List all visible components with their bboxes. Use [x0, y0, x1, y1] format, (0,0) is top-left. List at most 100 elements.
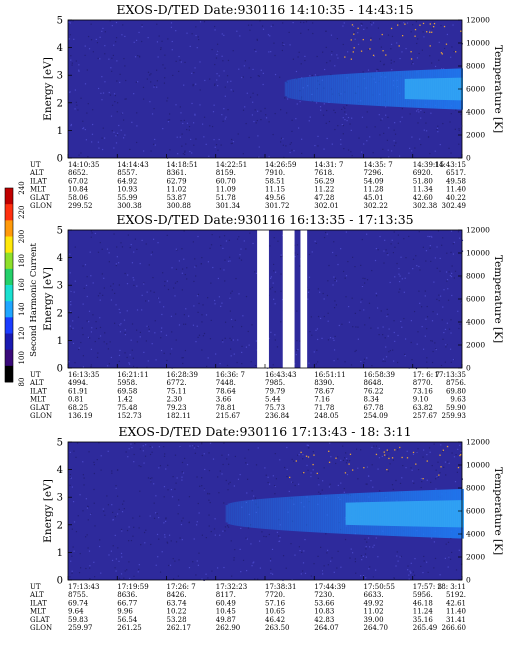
noise-speck: [224, 530, 226, 532]
noise-speck: [109, 341, 111, 343]
orbit-row-label: MLT: [30, 396, 46, 404]
noise-speck: [367, 475, 370, 477]
y2-tick-label: 10000: [466, 39, 490, 48]
noise-speck: [148, 264, 150, 266]
noise-speck: [96, 42, 99, 44]
band-column: [327, 494, 330, 534]
band-column: [237, 501, 240, 527]
noise-speck: [307, 469, 309, 471]
noise-speck: [70, 124, 72, 127]
band-column: [300, 77, 303, 101]
noise-speck: [201, 443, 203, 445]
noise-speck: [196, 560, 198, 562]
noise-speck: [69, 91, 71, 93]
noise-speck: [149, 101, 151, 103]
y2-tick-label: 10000: [466, 461, 490, 470]
noise-speck: [233, 557, 235, 559]
noise-speck: [254, 497, 257, 499]
noise-speck: [450, 537, 452, 539]
noise-speck: [165, 517, 167, 519]
band-column: [316, 76, 319, 102]
noise-speck: [103, 277, 105, 279]
noise-speck: [112, 54, 114, 57]
noise-speck: [230, 355, 232, 357]
noise-speck: [213, 528, 216, 530]
noise-speck: [399, 22, 401, 24]
noise-speck: [371, 365, 373, 367]
noise-speck: [107, 504, 109, 506]
y2-tick-label: 8000: [466, 272, 485, 281]
noise-speck: [364, 277, 366, 280]
noise-speck: [120, 242, 122, 244]
band-column: [251, 499, 254, 528]
high-energy-speck: [386, 449, 388, 451]
noise-speck: [113, 93, 116, 95]
noise-speck: [119, 81, 121, 84]
noise-speck: [156, 41, 159, 43]
noise-speck: [441, 450, 444, 453]
noise-speck: [69, 91, 71, 94]
orbit-cell: 62.79: [167, 177, 187, 185]
band-column: [323, 494, 326, 533]
orbit-cell: 17:57: 3: [413, 583, 442, 591]
noise-speck: [255, 340, 257, 342]
noise-speck: [275, 478, 278, 480]
noise-speck: [109, 94, 112, 96]
noise-speck: [139, 336, 141, 338]
orbit-cell: 7720.: [265, 591, 285, 599]
noise-speck: [71, 64, 73, 66]
band-core-column: [440, 78, 443, 100]
noise-speck: [282, 22, 284, 24]
noise-speck: [404, 355, 406, 357]
noise-speck: [282, 144, 284, 146]
noise-speck: [417, 38, 419, 40]
noise-speck: [249, 29, 251, 31]
noise-speck: [193, 538, 195, 540]
noise-speck: [366, 483, 368, 485]
orbit-cell: 58.51: [265, 177, 285, 185]
noise-speck: [188, 126, 191, 128]
noise-speck: [219, 236, 221, 238]
y2-tick-label: 2000: [466, 131, 485, 140]
y2-tick-label: 12000: [466, 438, 490, 447]
band-column: [394, 71, 397, 107]
noise-speck: [241, 363, 243, 365]
high-energy-speck: [351, 24, 354, 26]
noise-speck: [430, 481, 432, 484]
band-core-column: [377, 501, 380, 526]
noise-speck: [387, 335, 389, 337]
noise-speck: [161, 313, 163, 316]
high-energy-speck: [429, 45, 431, 47]
band-core-column: [413, 501, 416, 527]
noise-speck: [390, 62, 392, 64]
noise-speck: [181, 357, 183, 359]
high-energy-speck: [360, 50, 363, 52]
band-core-column: [452, 77, 455, 101]
noise-speck: [163, 455, 166, 457]
noise-speck: [162, 64, 164, 66]
noise-speck: [404, 277, 406, 279]
band-column: [307, 495, 310, 532]
noise-speck: [70, 328, 73, 330]
noise-speck: [283, 43, 285, 46]
noise-speck: [415, 21, 417, 23]
noise-speck: [360, 449, 362, 451]
noise-speck: [256, 38, 258, 40]
noise-speck: [167, 97, 169, 99]
noise-speck: [431, 464, 433, 467]
noise-speck: [292, 21, 294, 24]
noise-speck: [392, 349, 394, 351]
noise-speck: [438, 300, 440, 302]
noise-speck: [435, 478, 437, 480]
band-column: [398, 70, 401, 108]
noise-speck: [432, 21, 434, 23]
noise-speck: [294, 363, 296, 365]
high-energy-speck: [328, 461, 331, 463]
noise-speck: [403, 238, 405, 240]
noise-speck: [310, 472, 312, 474]
data-gap: [300, 230, 308, 368]
noise-speck: [227, 260, 230, 262]
noise-speck: [317, 338, 319, 341]
noise-speck: [201, 485, 203, 487]
band-column: [331, 494, 334, 534]
